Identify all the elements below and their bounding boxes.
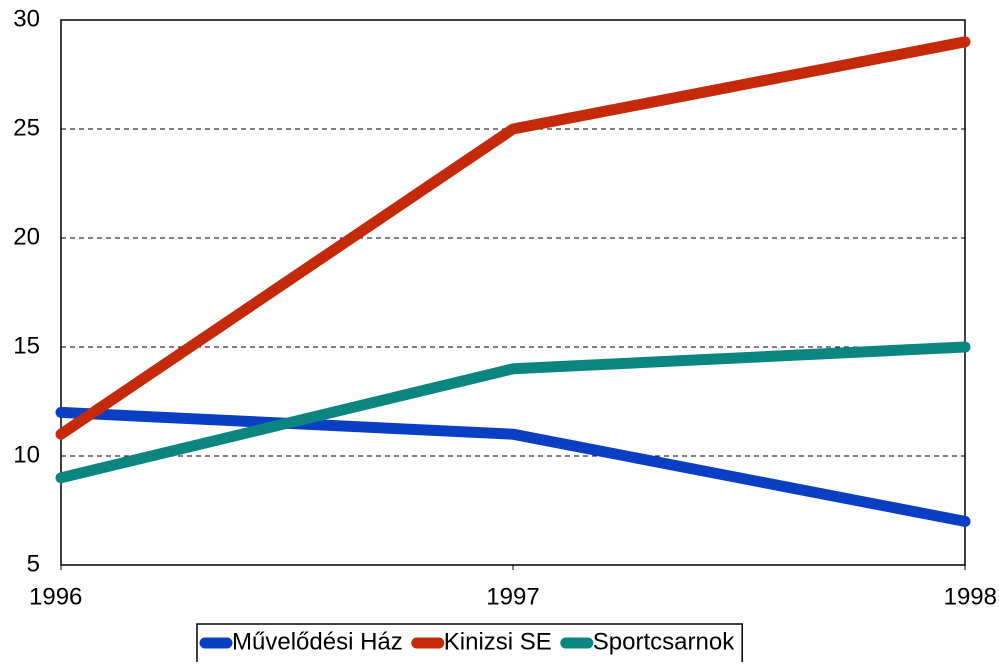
- legend-label: Sportcsarnok: [593, 628, 735, 655]
- y-tick-label: 20: [13, 223, 40, 250]
- series-line: [55, 341, 971, 484]
- x-tick-label: 1997: [486, 583, 539, 610]
- x-tick-label: 1998: [944, 583, 997, 610]
- x-tick-label: 1996: [29, 583, 82, 610]
- series-line: [55, 406, 971, 527]
- legend-label: Kinizsi SE: [444, 628, 552, 655]
- y-tick-label: 25: [13, 114, 40, 141]
- plot-frame: [60, 19, 966, 566]
- y-tick-label: 5: [27, 550, 40, 577]
- series-line: [55, 36, 971, 440]
- legend: Művelődési Ház Kinizsi SE Sportcsarnok: [196, 623, 743, 665]
- y-tick-label: 30: [13, 5, 40, 32]
- y-tick-label: 15: [13, 332, 40, 359]
- y-tick-label: 10: [13, 441, 40, 468]
- legend-label: Művelődési Ház: [232, 628, 403, 655]
- legend-box: [196, 623, 743, 665]
